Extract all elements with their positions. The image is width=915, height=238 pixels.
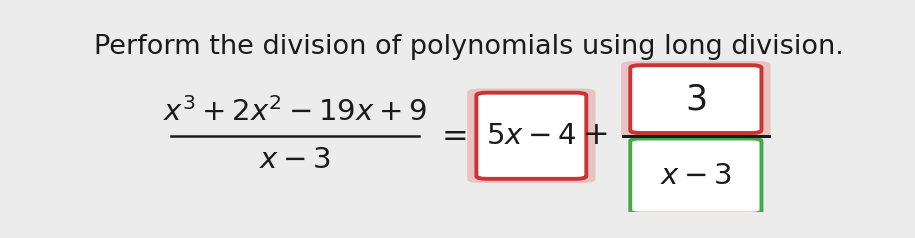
- Text: $5x - 4$: $5x - 4$: [486, 122, 576, 150]
- Text: Perform the division of polynomials using long division.: Perform the division of polynomials usin…: [94, 34, 844, 60]
- FancyBboxPatch shape: [468, 89, 596, 183]
- Text: $3$: $3$: [685, 82, 706, 116]
- Text: $+$: $+$: [583, 120, 608, 151]
- FancyBboxPatch shape: [630, 139, 761, 214]
- FancyBboxPatch shape: [621, 61, 770, 137]
- Text: $x - 3$: $x - 3$: [660, 162, 732, 190]
- Text: $=$: $=$: [436, 120, 467, 151]
- Text: $x^3 + 2x^2 - 19x + 9$: $x^3 + 2x^2 - 19x + 9$: [163, 97, 427, 127]
- FancyBboxPatch shape: [630, 65, 761, 133]
- FancyBboxPatch shape: [477, 93, 587, 179]
- Text: $x - 3$: $x - 3$: [259, 146, 331, 174]
